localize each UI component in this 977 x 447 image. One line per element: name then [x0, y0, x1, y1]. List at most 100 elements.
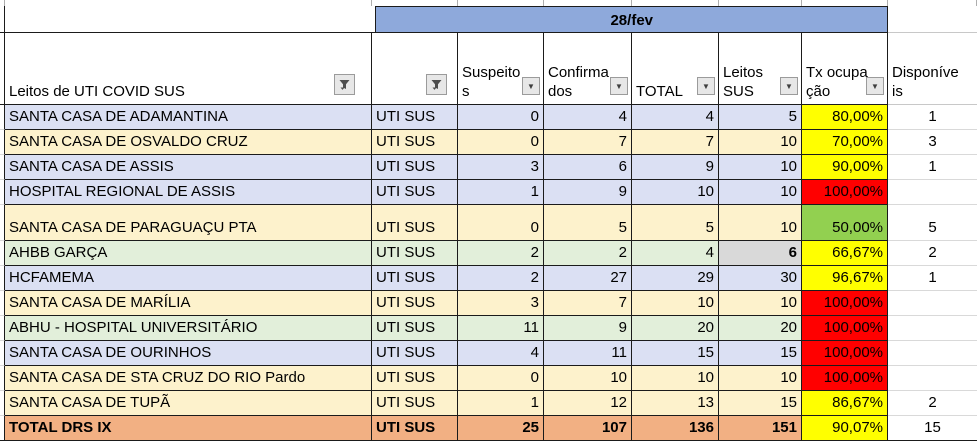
tx-ocupacao-cell[interactable]: 100,00% — [802, 291, 888, 316]
bed-type-cell[interactable]: UTI SUS — [372, 266, 458, 291]
tx-ocupacao-cell[interactable]: 90,07% — [802, 416, 888, 441]
total-cell[interactable]: 10 — [632, 180, 719, 205]
total-cell[interactable]: 20 — [632, 316, 719, 341]
leitos-sus-cell[interactable]: 10 — [719, 291, 802, 316]
confirmados-cell[interactable]: 7 — [544, 130, 632, 155]
tx-ocupacao-cell[interactable]: 100,00% — [802, 180, 888, 205]
disponiveis-cell[interactable] — [888, 291, 977, 316]
confirmados-cell[interactable]: 6 — [544, 155, 632, 180]
header-total[interactable]: TOTAL ▼ — [632, 33, 719, 105]
suspeitos-cell[interactable]: 3 — [458, 155, 544, 180]
hospital-name-cell[interactable]: AHBB GARÇA — [5, 241, 372, 266]
filter-funnel-button[interactable] — [426, 74, 447, 95]
filter-dropdown-button[interactable]: ▼ — [610, 77, 628, 95]
leitos-sus-cell[interactable]: 30 — [719, 266, 802, 291]
hospital-name-cell[interactable]: ABHU - HOSPITAL UNIVERSITÁRIO — [5, 316, 372, 341]
suspeitos-cell[interactable]: 11 — [458, 316, 544, 341]
hospital-name-cell[interactable]: SANTA CASA DE MARÍLIA — [5, 291, 372, 316]
bed-type-cell[interactable]: UTI SUS — [372, 366, 458, 391]
hospital-name-cell[interactable]: SANTA CASA DE OSVALDO CRUZ — [5, 130, 372, 155]
suspeitos-cell[interactable]: 0 — [458, 105, 544, 130]
leitos-sus-cell[interactable]: 10 — [719, 205, 802, 241]
bed-type-cell[interactable]: UTI SUS — [372, 105, 458, 130]
hospital-name-cell[interactable]: SANTA CASA DE ASSIS — [5, 155, 372, 180]
bed-type-cell[interactable]: UTI SUS — [372, 291, 458, 316]
leitos-sus-cell[interactable]: 15 — [719, 341, 802, 366]
total-cell[interactable]: 7 — [632, 130, 719, 155]
leitos-sus-cell[interactable]: 151 — [719, 416, 802, 441]
bed-type-cell[interactable]: UTI SUS — [372, 416, 458, 441]
suspeitos-cell[interactable]: 1 — [458, 180, 544, 205]
confirmados-cell[interactable]: 9 — [544, 180, 632, 205]
disponiveis-cell[interactable]: 5 — [888, 205, 977, 241]
disponiveis-cell[interactable] — [888, 341, 977, 366]
confirmados-cell[interactable]: 5 — [544, 205, 632, 241]
hospital-name-cell[interactable]: SANTA CASA DE PARAGUAÇU PTA — [5, 205, 372, 241]
header-confirmados[interactable]: Confirmados ▼ — [544, 33, 632, 105]
total-cell[interactable]: 4 — [632, 105, 719, 130]
confirmados-cell[interactable]: 4 — [544, 105, 632, 130]
confirmados-cell[interactable]: 27 — [544, 266, 632, 291]
disponiveis-cell[interactable]: 15 — [888, 416, 977, 441]
hospital-name-cell[interactable]: SANTA CASA DE OURINHOS — [5, 341, 372, 366]
bed-type-cell[interactable]: UTI SUS — [372, 241, 458, 266]
tx-ocupacao-cell[interactable]: 100,00% — [802, 366, 888, 391]
total-cell[interactable]: 136 — [632, 416, 719, 441]
hospital-name-cell[interactable]: HOSPITAL REGIONAL DE ASSIS — [5, 180, 372, 205]
total-cell[interactable]: 29 — [632, 266, 719, 291]
disponiveis-cell[interactable]: 1 — [888, 266, 977, 291]
hospital-name-cell[interactable]: SANTA CASA DE TUPÃ — [5, 391, 372, 416]
suspeitos-cell[interactable]: 2 — [458, 266, 544, 291]
leitos-sus-cell[interactable]: 20 — [719, 316, 802, 341]
confirmados-cell[interactable]: 7 — [544, 291, 632, 316]
tx-ocupacao-cell[interactable]: 86,67% — [802, 391, 888, 416]
tx-ocupacao-cell[interactable]: 80,00% — [802, 105, 888, 130]
hospital-name-cell[interactable]: TOTAL DRS IX — [5, 416, 372, 441]
confirmados-cell[interactable]: 2 — [544, 241, 632, 266]
hospital-name-cell[interactable]: HCFAMEMA — [5, 266, 372, 291]
hospital-name-cell[interactable]: SANTA CASA DE ADAMANTINA — [5, 105, 372, 130]
suspeitos-cell[interactable]: 1 — [458, 391, 544, 416]
header-tx-ocupacao[interactable]: Tx ocupação ▼ — [802, 33, 888, 105]
header-bed-type[interactable] — [372, 33, 458, 105]
date-header[interactable]: 28/fev — [375, 6, 889, 33]
suspeitos-cell[interactable]: 2 — [458, 241, 544, 266]
blank-cell[interactable] — [4, 6, 376, 33]
suspeitos-cell[interactable]: 25 — [458, 416, 544, 441]
bed-type-cell[interactable]: UTI SUS — [372, 180, 458, 205]
tx-ocupacao-cell[interactable]: 96,67% — [802, 266, 888, 291]
filter-dropdown-button[interactable]: ▼ — [866, 77, 884, 95]
hospital-name-cell[interactable]: SANTA CASA DE STA CRUZ DO RIO Pardo — [5, 366, 372, 391]
suspeitos-cell[interactable]: 0 — [458, 130, 544, 155]
confirmados-cell[interactable]: 10 — [544, 366, 632, 391]
leitos-sus-cell[interactable]: 10 — [719, 155, 802, 180]
blank-cell[interactable] — [888, 6, 977, 33]
leitos-sus-cell[interactable]: 15 — [719, 391, 802, 416]
header-suspeitos[interactable]: Suspeitos ▼ — [458, 33, 544, 105]
leitos-sus-cell[interactable]: 10 — [719, 130, 802, 155]
bed-type-cell[interactable]: UTI SUS — [372, 316, 458, 341]
bed-type-cell[interactable]: UTI SUS — [372, 130, 458, 155]
tx-ocupacao-cell[interactable]: 50,00% — [802, 205, 888, 241]
disponiveis-cell[interactable]: 3 — [888, 130, 977, 155]
bed-type-cell[interactable]: UTI SUS — [372, 205, 458, 241]
leitos-sus-cell[interactable]: 6 — [719, 241, 802, 266]
disponiveis-cell[interactable] — [888, 180, 977, 205]
total-cell[interactable]: 4 — [632, 241, 719, 266]
suspeitos-cell[interactable]: 4 — [458, 341, 544, 366]
tx-ocupacao-cell[interactable]: 66,67% — [802, 241, 888, 266]
leitos-sus-cell[interactable]: 10 — [719, 366, 802, 391]
total-cell[interactable]: 10 — [632, 291, 719, 316]
bed-type-cell[interactable]: UTI SUS — [372, 391, 458, 416]
tx-ocupacao-cell[interactable]: 90,00% — [802, 155, 888, 180]
suspeitos-cell[interactable]: 3 — [458, 291, 544, 316]
disponiveis-cell[interactable] — [888, 316, 977, 341]
disponiveis-cell[interactable]: 2 — [888, 391, 977, 416]
header-disponiveis[interactable]: Disponíveis — [888, 33, 977, 105]
total-cell[interactable]: 9 — [632, 155, 719, 180]
confirmados-cell[interactable]: 11 — [544, 341, 632, 366]
filter-dropdown-button[interactable]: ▼ — [522, 77, 540, 95]
bed-type-cell[interactable]: UTI SUS — [372, 155, 458, 180]
bed-type-cell[interactable]: UTI SUS — [372, 341, 458, 366]
suspeitos-cell[interactable]: 0 — [458, 205, 544, 241]
